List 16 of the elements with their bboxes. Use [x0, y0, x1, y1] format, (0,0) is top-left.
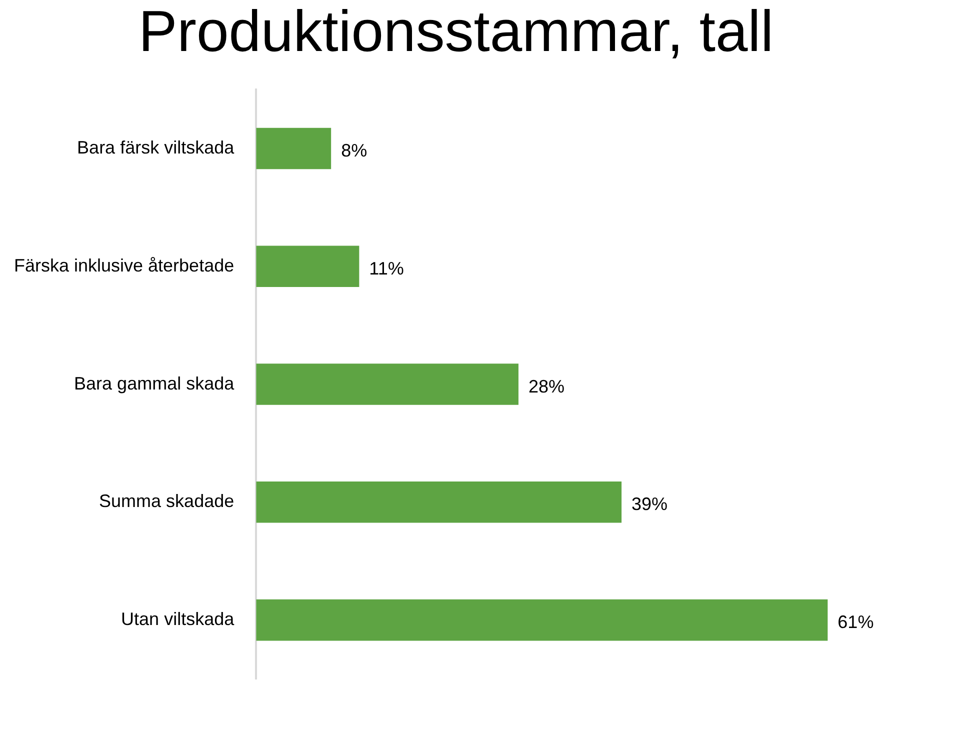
data-label: 11% [369, 258, 404, 278]
bar [256, 364, 518, 405]
data-label: 61% [838, 612, 874, 632]
chart-title: Produktionsstammar, tall [138, 0, 774, 64]
bar [256, 246, 360, 288]
data-label: 8% [341, 140, 368, 161]
y-tick-label: Bara gammal skada [74, 373, 236, 394]
bar [256, 482, 622, 523]
bar [256, 128, 332, 170]
y-tick-label: Bara färsk viltskada [77, 138, 236, 158]
y-tick-label: Summa skadade [99, 491, 234, 512]
data-label: 28% [528, 376, 564, 396]
data-label: 39% [632, 494, 668, 514]
y-tick-label: Utan viltskada [121, 609, 236, 630]
y-tick-label: Färska inklusive återbetade [14, 255, 234, 276]
bar [256, 599, 828, 641]
